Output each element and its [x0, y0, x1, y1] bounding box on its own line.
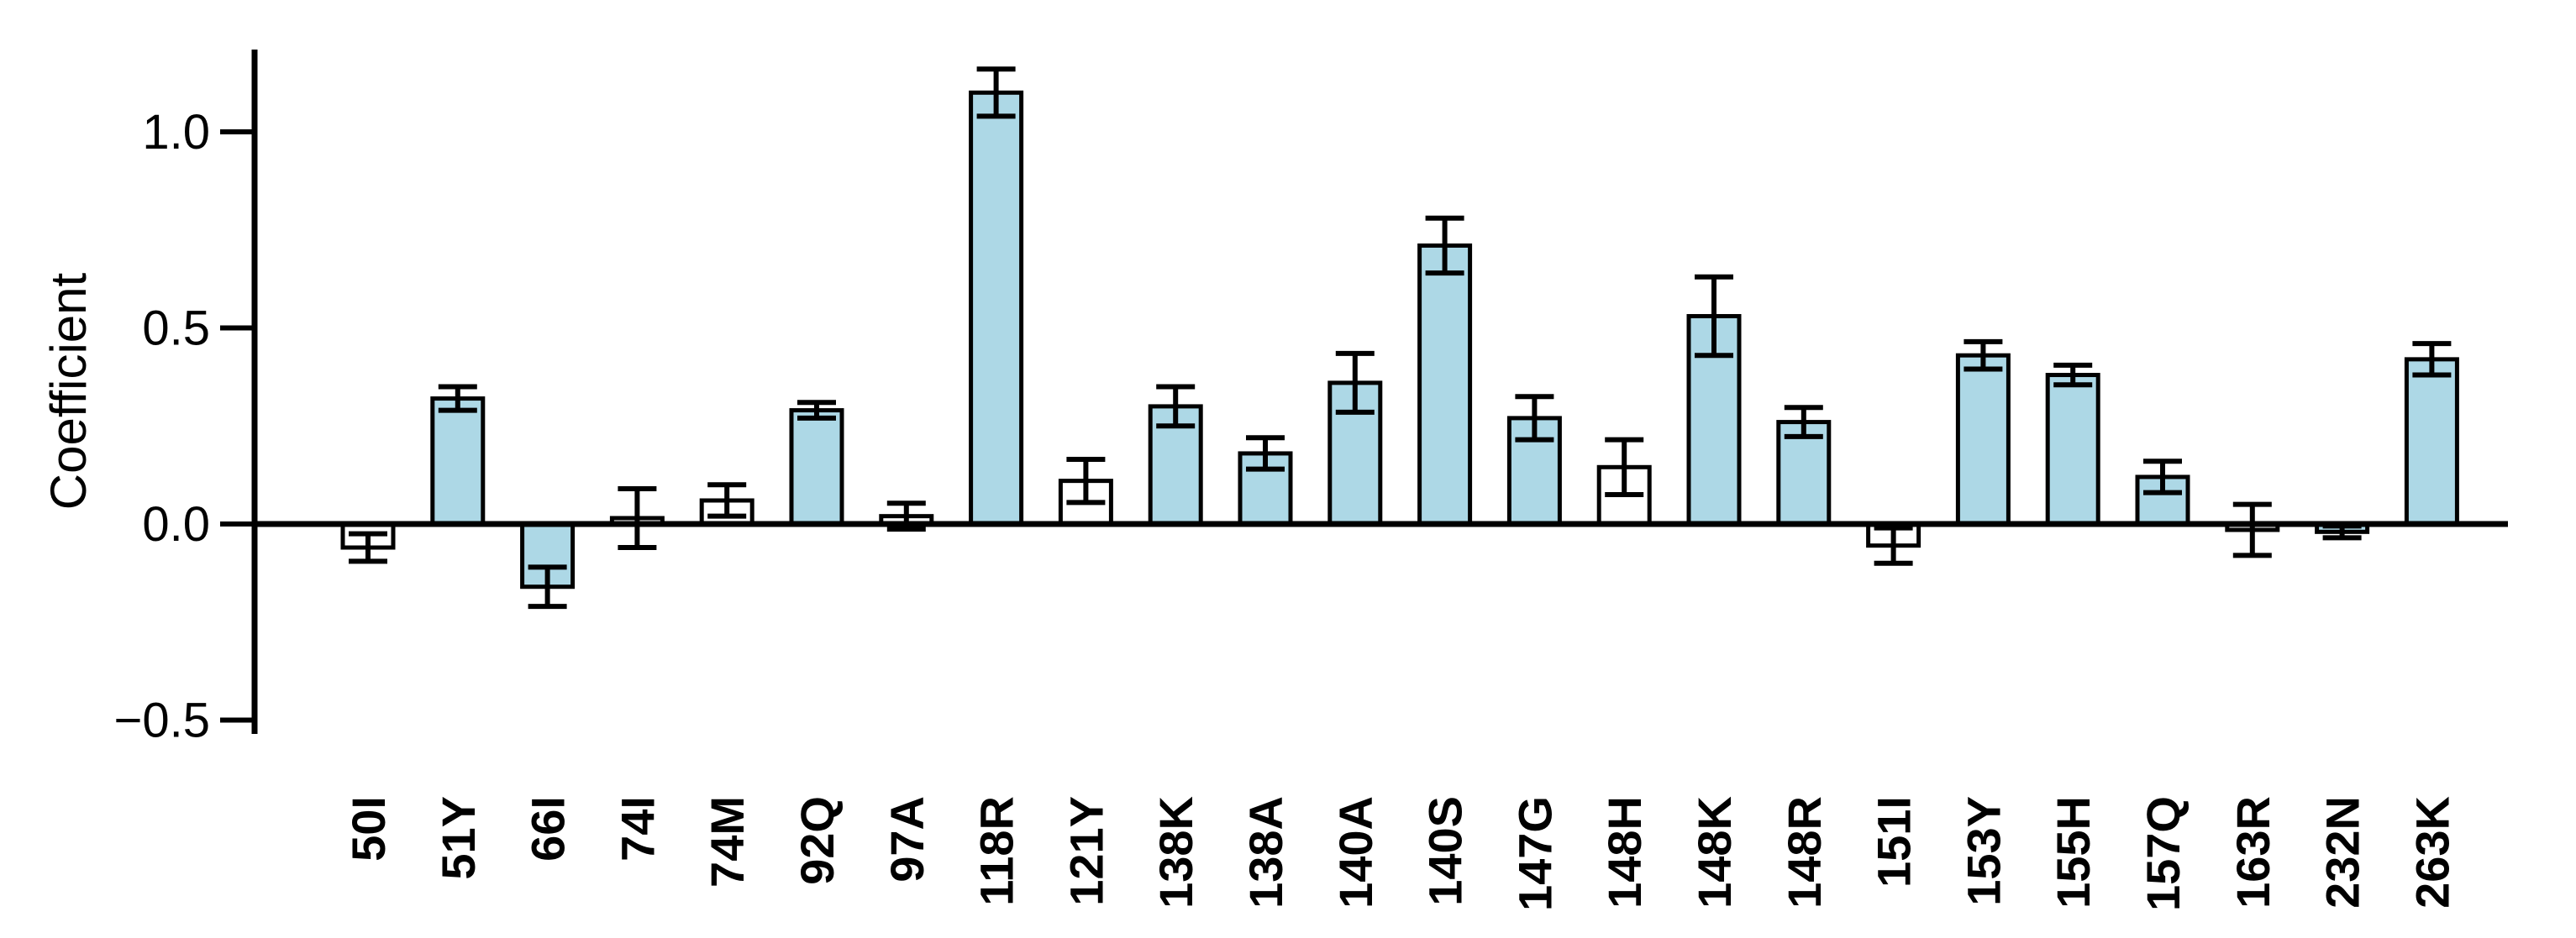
- x-tick-label-97A: 97A: [881, 796, 933, 883]
- error-bar-155H: [2053, 362, 2093, 388]
- y-tick-label-1.0: 1.0: [142, 105, 210, 160]
- x-tick-label-121Y: 121Y: [1059, 796, 1112, 906]
- y-tick-label-−0.5: −0.5: [114, 694, 211, 748]
- error-bar-121Y: [1066, 456, 1106, 506]
- bar-51Y: [430, 396, 486, 527]
- x-tick-label-66I: 66I: [522, 796, 575, 862]
- x-tick-label-138A: 138A: [1239, 796, 1292, 909]
- x-tick-label-148K: 148K: [1688, 796, 1741, 909]
- error-bar-140S: [1425, 215, 1464, 276]
- error-bar-51Y: [438, 384, 477, 413]
- plot-area: 1.0 0.5 0.0 −0.5 50I 51Y 66I 74I 74M 92Q 97A 118R 12…: [114, 50, 2508, 911]
- x-tick-label-163R: 163R: [2226, 796, 2279, 909]
- x-tick-label-140A: 140A: [1329, 796, 1382, 909]
- x-tick-label-151I: 151I: [1868, 796, 1921, 888]
- error-bar-163R: [2232, 501, 2272, 558]
- x-tick-label-263K: 263K: [2405, 796, 2458, 909]
- error-bar-151I: [1874, 525, 1913, 566]
- error-bar-147G: [1515, 394, 1554, 443]
- x-tick-label-232N: 232N: [2316, 796, 2369, 909]
- x-tick-label-148H: 148H: [1598, 796, 1651, 909]
- x-tick-label-157Q: 157Q: [2137, 796, 2190, 911]
- x-tick-label-153Y: 153Y: [1957, 796, 2010, 906]
- error-bar-50I: [349, 531, 387, 564]
- x-tick-label-92Q: 92Q: [791, 796, 844, 885]
- error-bar-74M: [707, 482, 747, 519]
- y-axis-title: Coefficient: [40, 272, 97, 510]
- x-tick-label-50I: 50I: [342, 796, 395, 862]
- x-tick-label-148R: 148R: [1778, 796, 1831, 909]
- error-bar-153Y: [1964, 338, 2003, 372]
- x-tick-label-138K: 138K: [1149, 796, 1202, 909]
- error-bar-138A: [1246, 435, 1285, 472]
- error-bar-232N: [2322, 523, 2362, 541]
- error-bar-263K: [2412, 341, 2452, 378]
- bar-92Q: [789, 408, 844, 527]
- bar-263K: [2404, 357, 2459, 527]
- error-bar-66I: [528, 564, 567, 610]
- x-tick-label-147G: 147G: [1508, 796, 1561, 911]
- error-bar-92Q: [797, 400, 836, 421]
- bar-140S: [1417, 243, 1473, 527]
- x-tick-label-74M: 74M: [701, 796, 754, 888]
- x-tick-label-118R: 118R: [970, 796, 1023, 906]
- y-tick-label-0.5: 0.5: [142, 301, 210, 356]
- error-bar-118R: [976, 66, 1016, 119]
- y-tick-label-0.0: 0.0: [142, 497, 210, 552]
- x-tick-label-155H: 155H: [2047, 796, 2100, 909]
- bar-118R: [969, 90, 1024, 527]
- error-bar-157Q: [2143, 459, 2182, 495]
- bar-153Y: [1955, 353, 2011, 527]
- x-tick-label-74I: 74I: [611, 796, 664, 862]
- x-tick-label-51Y: 51Y: [432, 796, 485, 880]
- error-bar-140A: [1335, 350, 1375, 415]
- x-tick-label-140S: 140S: [1419, 796, 1472, 906]
- error-bar-148R: [1784, 405, 1823, 439]
- error-bar-148K: [1695, 274, 1733, 359]
- error-bar-97A: [886, 500, 926, 532]
- error-bar-148H: [1605, 437, 1644, 497]
- error-bar-74I: [618, 485, 657, 551]
- bar-155H: [2045, 373, 2100, 527]
- error-bar-138K: [1156, 384, 1196, 429]
